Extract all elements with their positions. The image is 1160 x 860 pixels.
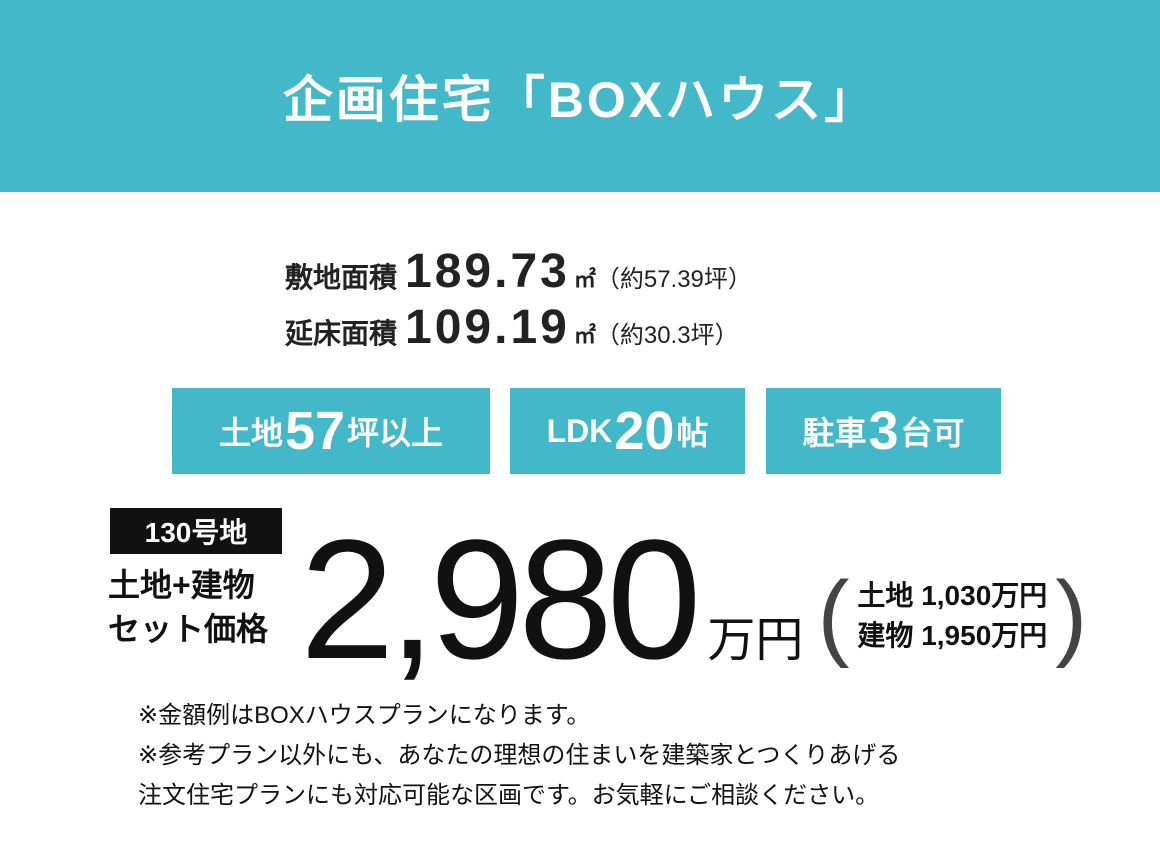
floor-area: 延床面積 109.19 ㎡（約30.3坪）	[285, 302, 752, 354]
area-value: 189.73	[405, 245, 570, 298]
area-list: 敷地面積 189.73 ㎡（約57.39坪） 延床面積 109.19 ㎡（約30.3坪）	[285, 246, 752, 354]
note-line: ※金額例はBOXハウスプランになります。	[138, 702, 591, 729]
feature-num: 3	[868, 401, 899, 461]
breakdown-building: 建物 1,950万円	[857, 620, 1048, 651]
area-note: （約57.39坪）	[595, 266, 752, 293]
feature-post: 坪以上	[347, 415, 444, 451]
price-breakdown-group: ( 土地 1,030万円 建物 1,950万円 )	[817, 561, 1087, 671]
feature-pre: LDK	[546, 412, 613, 449]
header-banner: 企画住宅「BOXハウス」	[0, 0, 1160, 192]
page-title: 企画住宅「BOXハウス」	[282, 72, 878, 128]
feature-num: 20	[614, 401, 675, 461]
note-line: 注文住宅プランにも対応可能な区画です。お気軽にご相談ください。	[138, 782, 880, 809]
paren-open: (	[817, 562, 850, 669]
area-unit: ㎡	[573, 267, 596, 292]
lot-badge: 130号地	[110, 508, 282, 554]
feature-num: 57	[284, 401, 346, 461]
feature-ldk: LDK 20 帖	[510, 388, 745, 474]
price-row: 2,980 万円 ( 土地 1,030万円 建物 1,950万円 )	[300, 505, 1087, 695]
price-breakdown: 土地 1,030万円 建物 1,950万円	[857, 576, 1047, 656]
label-line: セット価格	[108, 611, 269, 647]
area-note: （約30.3坪）	[595, 322, 739, 349]
price-amount: 2,980	[300, 505, 701, 695]
price-unit: 万円	[707, 614, 804, 667]
set-price-label: 土地+建物 セット価格	[108, 563, 268, 651]
notes: ※金額例はBOXハウスプランになります。 ※参考プラン以外にも、あなたの理想の住…	[138, 696, 900, 816]
feature-pre: 土地	[218, 415, 283, 451]
area-unit: ㎡	[573, 323, 596, 348]
breakdown-land: 土地 1,030万円	[857, 580, 1048, 611]
label-line: 土地+建物	[108, 567, 255, 603]
site-area: 敷地面積 189.73 ㎡（約57.39坪）	[285, 246, 752, 298]
feature-post: 帖	[676, 415, 709, 451]
paren-close: )	[1055, 562, 1088, 669]
area-label: 敷地面積	[285, 262, 398, 293]
feature-post: 台可	[900, 415, 965, 451]
feature-pre: 駐車	[802, 415, 867, 451]
area-value: 109.19	[405, 301, 570, 354]
feature-parking: 駐車 3 台可	[766, 388, 1001, 474]
note-line: ※参考プラン以外にも、あなたの理想の住まいを建築家とつくりあげる	[138, 742, 901, 769]
feature-land: 土地 57 坪以上	[172, 388, 490, 474]
area-label: 延床面積	[285, 318, 398, 349]
